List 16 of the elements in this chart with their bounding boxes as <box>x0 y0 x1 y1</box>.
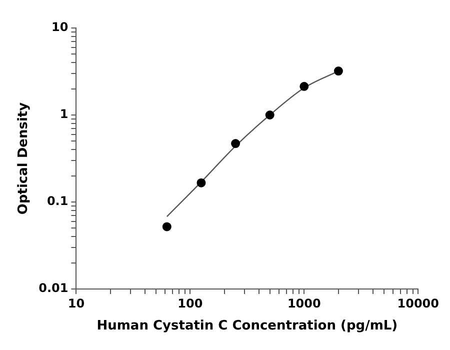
x-tick-label: 1000 <box>287 296 321 310</box>
point <box>334 66 343 76</box>
point <box>265 110 274 120</box>
x-tick-label: 10 <box>68 296 85 310</box>
y-tick-label: 0.1 <box>46 194 68 208</box>
y-tick-label: 0.01 <box>38 281 68 296</box>
y-axis-title: Optical Density <box>16 102 32 215</box>
point <box>300 82 309 91</box>
y-tick-label: 1 <box>60 107 68 122</box>
point <box>196 178 206 188</box>
x-tick-label: 100 <box>178 296 203 310</box>
x-axis-title: Human Cystatin C Concentration (pg/mL) <box>96 318 398 334</box>
point <box>162 222 172 232</box>
y-tick-label: 10 <box>52 20 68 34</box>
x-tick-label: 10000 <box>397 296 439 310</box>
point <box>231 139 240 148</box>
